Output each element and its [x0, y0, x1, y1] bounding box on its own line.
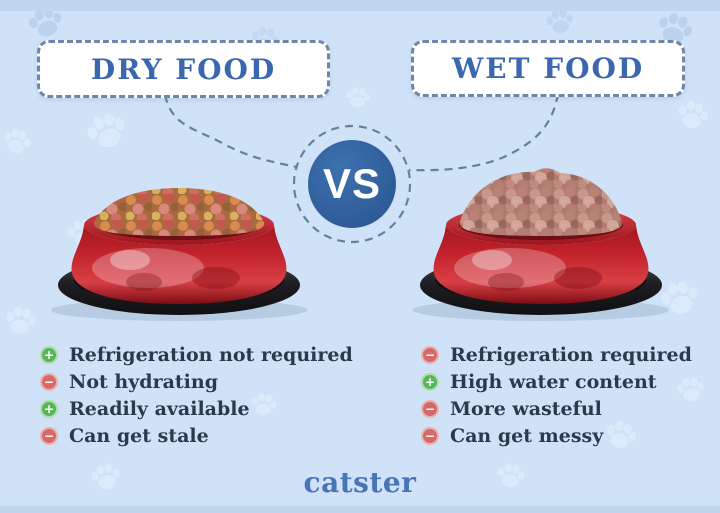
dry-food-title: DRY FOOD [90, 52, 277, 86]
paw-print-icon [673, 97, 712, 133]
minus-icon: − [40, 427, 58, 445]
vs-badge: VS [308, 140, 396, 228]
point-label: Can get stale [69, 425, 209, 447]
dry-food-points: + Refrigeration not required − Not hydra… [40, 344, 353, 447]
dry-food-bowl [48, 168, 310, 330]
comparison-point: + Readily available [40, 398, 353, 420]
brand-logo: catster [303, 466, 417, 499]
minus-icon: − [40, 373, 58, 391]
wet-food-points: − Refrigeration required + High water co… [421, 344, 692, 447]
vs-label: VS [322, 160, 382, 207]
wet-food-title: WET FOOD [451, 52, 645, 85]
minus-icon: − [421, 427, 439, 445]
point-label: Readily available [69, 398, 250, 420]
plus-icon: + [421, 373, 439, 391]
paw-print-icon [81, 106, 133, 156]
comparison-point: − Can get messy [421, 425, 692, 447]
minus-icon: − [421, 346, 439, 364]
wet-food-bowl [410, 164, 672, 328]
bottom-band [0, 506, 720, 513]
comparison-point: − Refrigeration required [421, 344, 692, 366]
plus-icon: + [40, 400, 58, 418]
minus-icon: − [421, 400, 439, 418]
paw-print-icon [2, 304, 40, 338]
comparison-point: + Refrigeration not required [40, 344, 353, 366]
plus-icon: + [40, 346, 58, 364]
top-band [0, 0, 720, 11]
dry-food-title-box: DRY FOOD [37, 40, 330, 98]
point-label: Refrigeration not required [69, 344, 353, 366]
comparison-point: − More wasteful [421, 398, 692, 420]
comparison-point: + High water content [421, 371, 692, 393]
point-label: Refrigeration required [450, 344, 692, 366]
comparison-point: − Not hydrating [40, 371, 353, 393]
point-label: Can get messy [450, 425, 604, 447]
comparison-point: − Can get stale [40, 425, 353, 447]
point-label: More wasteful [450, 398, 602, 420]
paw-print-icon [0, 125, 35, 158]
point-label: Not hydrating [69, 371, 218, 393]
wet-food-title-box: WET FOOD [411, 40, 685, 97]
point-label: High water content [450, 371, 657, 393]
paw-print-icon [344, 85, 372, 110]
